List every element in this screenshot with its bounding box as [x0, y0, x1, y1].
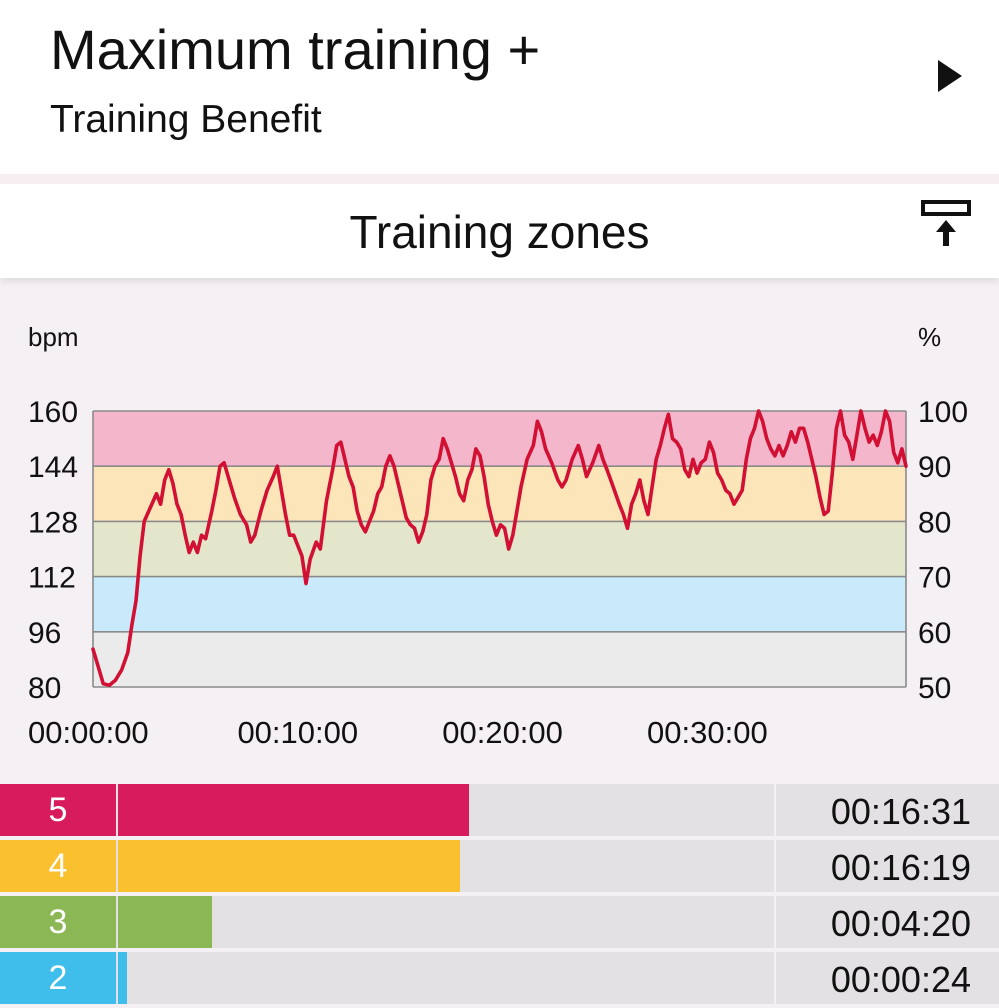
y-tick-right: 100 [918, 396, 968, 429]
zone-divider [774, 784, 776, 836]
x-tick-label: 00:30:00 [647, 715, 768, 750]
zone-summary: 5 00:16:31 4 00:16:19 3 00:04:20 2 00:00… [0, 784, 999, 1004]
heart-rate-line [91, 409, 908, 688]
x-tick-labels: 00:00:00 00:10:00 00:20:00 00:30:00 [28, 715, 768, 750]
right-tick-labels: 100 90 80 70 60 50 [918, 396, 968, 705]
zone-band-5 [93, 411, 906, 467]
gridlines [92, 410, 907, 688]
zone-time-bar [118, 840, 460, 892]
zone-duration: 00:04:20 [830, 903, 971, 944]
x-tick-label: 00:20:00 [442, 715, 563, 750]
training-zones-header: Training zones [0, 184, 999, 278]
play-icon[interactable] [936, 58, 964, 94]
zone-duration: 00:16:19 [830, 847, 971, 888]
zone-duration: 00:00:24 [830, 959, 971, 1000]
zone-time-bar [118, 952, 127, 1004]
y-tick-right: 80 [918, 506, 951, 539]
y-tick-left: 128 [28, 506, 78, 539]
zone-bands [93, 411, 906, 687]
zone-duration: 00:16:31 [830, 791, 971, 832]
y-tick-right: 70 [918, 562, 951, 595]
y-axis-unit-right: % [918, 322, 941, 352]
section-divider [0, 174, 999, 184]
zone-band-2 [93, 576, 906, 632]
zone-time-bar [118, 784, 469, 836]
zone-band-1 [93, 631, 906, 687]
zone-number: 2 [0, 952, 116, 1004]
summary-header[interactable]: Maximum training + Training Benefit [0, 0, 999, 174]
x-tick-label: 00:00:00 [28, 715, 149, 750]
heart-rate-chart-svg: bpm % 160 144 128 112 96 80 100 90 80 70 60 50 00:… [28, 322, 968, 750]
left-tick-labels: 160 144 128 112 96 80 [28, 396, 78, 705]
y-tick-right: 90 [918, 451, 951, 484]
section-title: Training zones [349, 206, 650, 258]
y-tick-left: 144 [28, 451, 78, 484]
zone-row-4[interactable]: 4 00:16:19 [0, 840, 999, 892]
zone-time-bar [118, 896, 212, 948]
zone-row-3[interactable]: 3 00:04:20 [0, 896, 999, 948]
training-benefit-label: Training Benefit [50, 98, 322, 141]
y-tick-left: 96 [28, 617, 61, 650]
x-tick-label: 00:10:00 [237, 715, 358, 750]
y-tick-left: 112 [28, 562, 76, 595]
y-tick-left: 80 [28, 672, 61, 705]
y-tick-right: 50 [918, 672, 951, 705]
heart-rate-chart: bpm % 160 144 128 112 96 80 100 90 80 70 60 50 00:… [0, 298, 999, 780]
zone-divider [774, 896, 776, 948]
zone-divider [774, 952, 776, 1004]
zone-row-2[interactable]: 2 00:00:24 [0, 952, 999, 1004]
y-tick-left: 160 [28, 396, 78, 429]
zone-divider [774, 840, 776, 892]
zone-number: 5 [0, 784, 116, 836]
y-tick-right: 60 [918, 617, 951, 650]
training-type-title: Maximum training + [50, 18, 541, 81]
y-axis-unit-left: bpm [28, 322, 79, 352]
zone-number: 3 [0, 896, 116, 948]
export-to-top-icon[interactable] [920, 198, 972, 254]
zone-row-5[interactable]: 5 00:16:31 [0, 784, 999, 836]
zone-number: 4 [0, 840, 116, 892]
